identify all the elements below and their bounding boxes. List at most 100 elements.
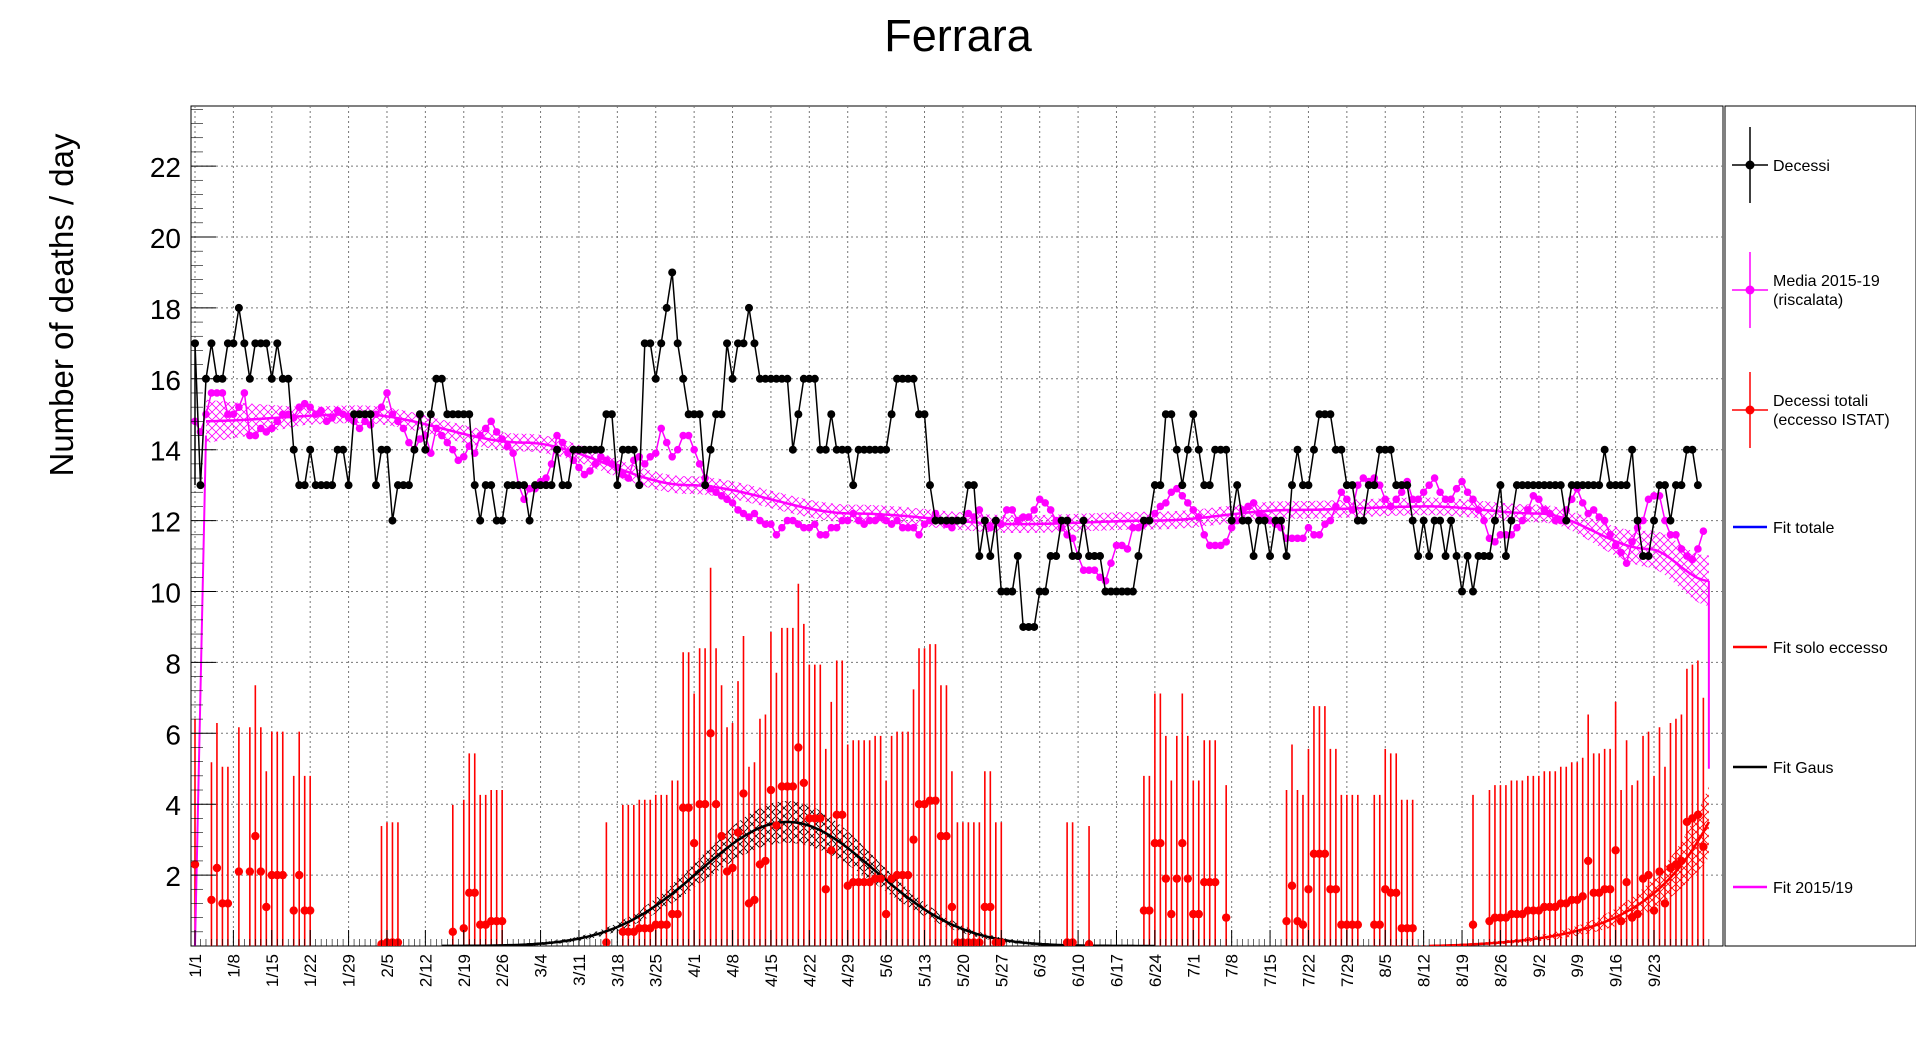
decessi-point <box>1282 552 1291 561</box>
decessi-point <box>849 481 858 490</box>
decessi-point <box>1238 516 1247 525</box>
media-2015-19-point <box>251 431 260 440</box>
excess-point <box>838 810 847 820</box>
x-tick-label: 1/1 <box>186 954 205 978</box>
y-tick-label: 14 <box>150 436 181 467</box>
decessi-point <box>284 374 293 383</box>
media-2015-19-point <box>388 410 397 419</box>
decessi-point <box>207 339 216 348</box>
media-2015-19-point <box>904 523 912 532</box>
media-2015-19-point <box>871 516 879 525</box>
decessi-point <box>1353 516 1362 525</box>
decessi-point <box>245 374 254 383</box>
media-2015-19-point <box>1661 516 1669 525</box>
decessi-point <box>1436 516 1445 525</box>
x-tick-label: 6/3 <box>1031 954 1050 978</box>
media-2015-19-point <box>1167 488 1176 497</box>
media-2015-19-point <box>608 460 616 468</box>
decessi-point <box>838 445 847 454</box>
media-2015-19-point <box>443 438 452 447</box>
decessi-point <box>377 445 386 454</box>
media-2015-19-point <box>246 431 254 440</box>
decessi-point <box>925 481 934 490</box>
decessi-point <box>558 481 567 490</box>
x-tick-label: 2/19 <box>455 954 474 987</box>
media-2015-19-point <box>481 424 490 433</box>
decessi-point <box>476 516 485 525</box>
decessi-point <box>953 516 962 525</box>
decessi-point <box>361 410 370 419</box>
excess-point <box>673 909 682 919</box>
media-2015-19-point <box>394 417 402 426</box>
decessi-point <box>701 481 710 490</box>
x-tick-label: 6/24 <box>1146 954 1165 987</box>
media-2015-19-point <box>542 474 550 482</box>
excess-point <box>223 899 233 908</box>
media-2015-19-point <box>734 506 742 514</box>
decessi-point <box>1331 445 1340 454</box>
media-2015-19-point <box>1606 530 1614 539</box>
decessi-point <box>1359 516 1368 525</box>
excess-point <box>711 800 721 809</box>
decessi-point <box>1633 516 1642 525</box>
media-2015-19-point <box>1408 495 1417 504</box>
decessi-point <box>322 481 331 490</box>
decessi-point <box>942 516 951 525</box>
decessi-point <box>1397 481 1406 490</box>
media-2015-19-point <box>619 470 627 479</box>
excess-point <box>470 888 479 898</box>
decessi-point <box>256 339 265 348</box>
media-2015-19-point <box>1035 495 1044 504</box>
decessi-point <box>1392 481 1401 490</box>
x-tick-label: 2/5 <box>378 954 397 978</box>
decessi-point <box>898 374 907 383</box>
decessi-point <box>344 481 353 490</box>
media-2015-19-point <box>723 495 731 504</box>
chart-title: Ferrara <box>884 10 1032 61</box>
legend-entry: Fit 2015/19 <box>1733 880 1853 897</box>
legend-label: Fit 2015/19 <box>1773 880 1853 897</box>
media-2015-19-point <box>218 389 227 397</box>
media-2015-19-point <box>684 431 693 440</box>
decessi-point <box>915 410 924 419</box>
media-2015-19-point <box>854 516 863 525</box>
media-2015-19-point <box>454 456 463 465</box>
media-2015-19-point <box>1491 538 1499 546</box>
decessi-point <box>810 374 819 383</box>
decessi-point <box>339 445 348 454</box>
media-2015-19-point <box>1343 495 1351 504</box>
x-tick-label: 6/17 <box>1107 954 1126 987</box>
decessi-point <box>1660 481 1669 490</box>
decessi-point <box>904 374 913 383</box>
decessi-point <box>372 481 381 490</box>
media-2015-19-point <box>811 520 819 528</box>
decessi-point <box>1578 481 1587 490</box>
decessi-point <box>470 481 479 490</box>
excess-point <box>1655 867 1664 876</box>
media-2015-19-point <box>772 530 781 539</box>
x-tick-label: 5/6 <box>877 954 896 978</box>
decessi-point <box>1079 516 1088 525</box>
decessi-point <box>1106 587 1115 596</box>
media-2015-19-point <box>1392 495 1401 504</box>
media-2015-19-point <box>1332 502 1340 511</box>
excess-point <box>662 920 671 929</box>
decessi-point <box>739 339 748 348</box>
excess-point <box>1282 916 1291 926</box>
x-tick-label: 1/15 <box>263 954 282 987</box>
media-2015-19-point <box>1216 541 1225 550</box>
excess-point <box>1331 885 1341 894</box>
media-2015-19-point <box>805 523 814 532</box>
media-2015-19-point <box>1458 477 1466 486</box>
media-2015-19-point <box>750 509 759 518</box>
media-2015-19-point <box>1326 516 1335 525</box>
decessi-point <box>317 481 326 490</box>
decessi-point <box>525 516 534 525</box>
decessi-point <box>734 339 743 348</box>
media-2015-19-point <box>273 417 282 426</box>
decessi-point <box>454 410 463 419</box>
decessi-point <box>1644 552 1653 561</box>
media-2015-19-point <box>948 523 956 532</box>
media-2015-19-point <box>1480 516 1488 525</box>
decessi-point <box>1145 516 1154 525</box>
